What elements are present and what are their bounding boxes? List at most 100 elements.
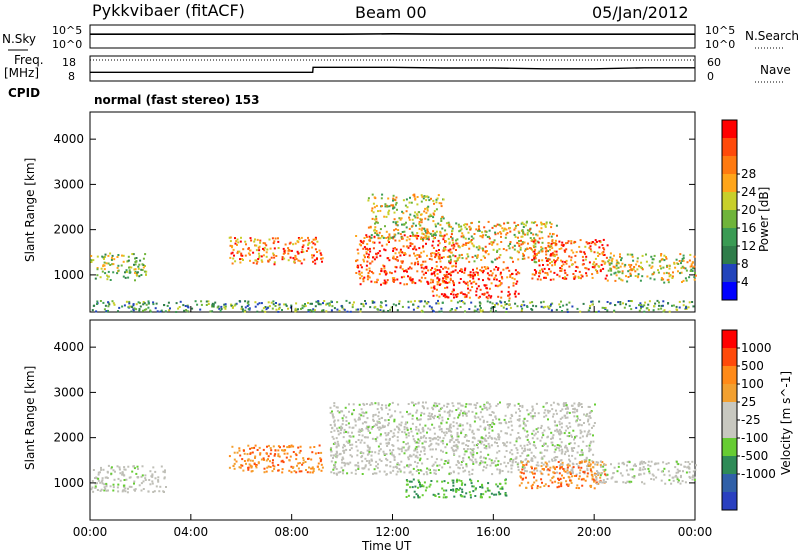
nave-tick-top: 60 xyxy=(707,56,721,69)
scatter-region xyxy=(228,236,324,266)
x-tick-label: 20:00 xyxy=(577,525,612,539)
colorbar-tick-label: 500 xyxy=(741,359,764,373)
colorbar-swatch xyxy=(722,474,737,492)
colorbar-tick-label: -25 xyxy=(741,413,761,427)
y-tick-label: 1000 xyxy=(53,476,84,490)
y-tick-label: 2000 xyxy=(53,223,84,237)
colorbar-swatch xyxy=(722,264,737,282)
scatter-region xyxy=(90,252,148,282)
nsky-label: N.Sky xyxy=(2,32,36,46)
nsky-tick-bottom: 10^0 xyxy=(52,38,82,51)
velocity-heatmap xyxy=(90,401,697,499)
colorbar-tick-label: 1000 xyxy=(741,341,772,355)
time-axis-label: Time UT xyxy=(361,539,412,553)
colorbar-swatch xyxy=(722,420,737,438)
colorbar-tick-label: 28 xyxy=(741,167,756,181)
colorbar-tick-label: 8 xyxy=(741,257,749,271)
nsearch-tick-bottom: 10^0 xyxy=(705,38,735,51)
scatter-region xyxy=(355,234,458,286)
x-tick-label: 00:00 xyxy=(678,525,713,539)
colorbar-swatch xyxy=(722,438,737,456)
date-label: 05/Jan/2012 xyxy=(592,3,689,22)
colorbar-tick-label: 25 xyxy=(741,395,756,409)
colorbar-swatch xyxy=(722,456,737,474)
freq-line xyxy=(90,66,695,73)
colorbar-swatch xyxy=(722,174,737,192)
y-tick-label: 2000 xyxy=(53,431,84,445)
scatter-region xyxy=(443,220,559,264)
colorbar-tick-label: -500 xyxy=(741,449,768,463)
x-tick-label: 12:00 xyxy=(375,525,410,539)
nave-label: Nave xyxy=(760,63,791,77)
freq-tick-bottom: 8 xyxy=(68,70,75,83)
station-title: Pykkvibaer (fitACF) xyxy=(92,1,245,20)
colorbar-swatch xyxy=(722,282,737,300)
colorbar-swatch xyxy=(722,210,737,228)
beam-label: Beam 00 xyxy=(355,3,427,22)
x-tick-label: 08:00 xyxy=(274,525,309,539)
freq-series xyxy=(90,59,695,73)
y-tick-label: 1000 xyxy=(53,268,84,282)
freq-unit-label: [MHz] xyxy=(4,66,39,80)
colorbar-swatch xyxy=(722,492,737,510)
velocity-frame xyxy=(89,319,696,521)
time-axis: 00:00 04:00 08:00 12:00 16:00 20:00 00:00 xyxy=(73,306,713,539)
freq-label: Freq. xyxy=(14,53,44,67)
colorbar-tick-label: -1000 xyxy=(741,467,776,481)
y-tick-label: 3000 xyxy=(53,177,84,191)
velocity-y-axis: 1000 2000 3000 4000 xyxy=(53,340,695,490)
scatter-region xyxy=(329,401,597,476)
cpid-text: normal (fast stereo) 153 xyxy=(94,93,260,107)
colorbar-swatch xyxy=(722,246,737,264)
freq-panel: Freq. [MHz] CPID 18 8 60 0 Nave normal (… xyxy=(4,53,791,107)
scatter-region xyxy=(606,252,697,284)
scatter-region xyxy=(90,464,167,494)
colorbar-swatch xyxy=(722,330,737,348)
nsky-frame xyxy=(89,24,696,49)
colorbar-tick-label: -100 xyxy=(741,431,768,445)
power-heatmap xyxy=(90,193,697,313)
power-y-axis: 1000 2000 3000 4000 xyxy=(53,132,695,282)
colorbar-swatch xyxy=(722,348,737,366)
colorbar-swatch xyxy=(722,192,737,210)
colorbar-swatch xyxy=(722,402,737,420)
scatter-region xyxy=(367,193,445,241)
nsky-tick-top: 10^5 xyxy=(52,24,82,37)
nsearch-tick-top: 10^5 xyxy=(705,24,735,37)
x-tick-label: 04:00 xyxy=(174,525,209,539)
colorbar-tick-label: 24 xyxy=(741,185,756,199)
scatter-region xyxy=(594,460,697,485)
power-ylabel: Slant Range [km] xyxy=(23,158,37,262)
nsky-panel: N.Sky 10^5 10^0 10^5 10^0 N.Search xyxy=(2,24,799,51)
colorbar-tick-label: 100 xyxy=(741,377,764,391)
power-panel: 1000 2000 3000 4000 Slant Range [km] 4 8 12 16… xyxy=(23,111,771,313)
scatter-region xyxy=(405,478,508,499)
x-tick-label: 16:00 xyxy=(476,525,511,539)
cpid-label: CPID xyxy=(8,86,40,100)
freq-tick-top: 18 xyxy=(62,56,76,69)
colorbar-swatch xyxy=(722,366,737,384)
scatter-region xyxy=(531,238,609,281)
colorbar-swatch xyxy=(722,228,737,246)
velocity-panel: 1000 2000 3000 4000 Slant Range [km] 1000 50… xyxy=(23,306,793,553)
power-colorbar: 4 8 12 16 20 24 28 xyxy=(721,119,756,301)
y-tick-label: 4000 xyxy=(53,340,84,354)
colorbar-swatch xyxy=(722,120,737,138)
colorbar-swatch xyxy=(722,138,737,156)
y-tick-label: 3000 xyxy=(53,385,84,399)
velocity-colorbar-label: Velocity [m s^-1] xyxy=(779,371,793,475)
colorbar-tick-label: 12 xyxy=(741,239,756,253)
colorbar-tick-label: 16 xyxy=(741,221,756,235)
scatter-region xyxy=(228,444,324,474)
y-tick-label: 4000 xyxy=(53,132,84,146)
scatter-region xyxy=(430,266,521,300)
colorbar-swatch xyxy=(722,384,737,402)
nave-tick-bottom: 0 xyxy=(707,70,714,83)
colorbar-tick-label: 20 xyxy=(741,203,756,217)
velocity-ylabel: Slant Range [km] xyxy=(23,366,37,470)
power-colorbar-label: Power [dB] xyxy=(757,187,771,252)
colorbar-tick-label: 4 xyxy=(741,275,749,289)
nsearch-label: N.Search xyxy=(745,29,799,43)
x-tick-label: 00:00 xyxy=(73,525,108,539)
